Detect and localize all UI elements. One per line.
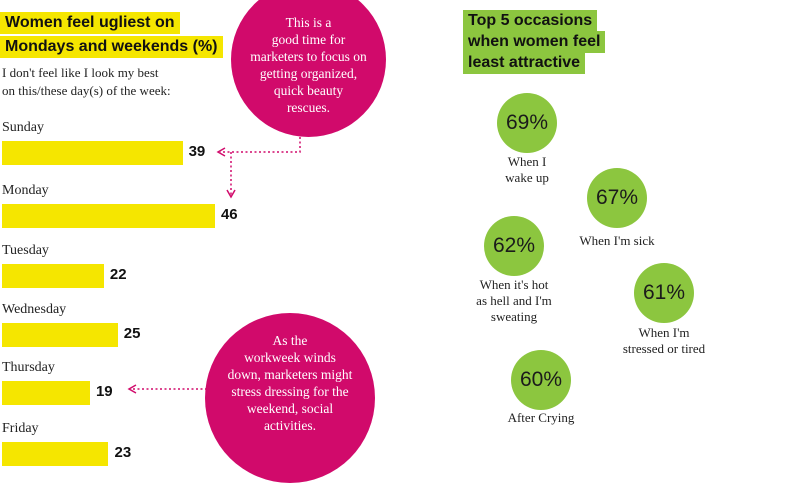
occasion-label-5: After Crying bbox=[441, 410, 641, 426]
bar-tuesday bbox=[2, 264, 104, 288]
bar-sunday bbox=[2, 141, 183, 165]
occasion-label-line: When it's hot bbox=[479, 277, 549, 292]
occasion-label-line: When I bbox=[507, 154, 547, 169]
occasion-circle-1: 69% bbox=[497, 93, 557, 153]
right-chart-title-line2: when women feel bbox=[463, 31, 606, 53]
occasion-label-line: After Crying bbox=[507, 410, 575, 425]
occasion-label-line: sweating bbox=[490, 309, 538, 324]
occasion-circle-5: 60% bbox=[511, 350, 571, 410]
annotation-connectors bbox=[127, 128, 301, 394]
left-chart-title-line1: Women feel ugliest on bbox=[0, 12, 180, 34]
bar-thursday bbox=[2, 381, 90, 405]
occasion-label-line: When I'm bbox=[638, 325, 690, 340]
subtitle-line1: I don't feel like I look my best bbox=[2, 65, 159, 80]
bar-wednesday bbox=[2, 323, 118, 347]
day-label-friday: Friday bbox=[2, 421, 39, 436]
bar-value-monday: 46 bbox=[220, 206, 238, 223]
right-chart-title-line1: Top 5 occasions bbox=[463, 10, 598, 32]
left-chart-title-line2: Mondays and weekends (%) bbox=[0, 36, 223, 58]
bar-value-wednesday: 25 bbox=[123, 325, 141, 342]
arrowhead-thursday bbox=[127, 384, 137, 394]
occasion-label-line: wake up bbox=[505, 170, 549, 185]
bar-value-sunday: 39 bbox=[188, 143, 206, 160]
day-label-thursday: Thursday bbox=[2, 360, 55, 375]
annotation-bubble-top: This is a good time for marketers to foc… bbox=[231, 0, 386, 137]
bar-value-thursday: 19 bbox=[95, 383, 113, 400]
left-chart-subtitle: I don't feel like I look my best on this… bbox=[2, 64, 171, 100]
bar-value-tuesday: 22 bbox=[109, 266, 127, 283]
occasion-label-3: When it's hot as hell and I'm sweating bbox=[414, 277, 614, 325]
arrowhead-monday bbox=[226, 189, 236, 199]
bar-monday bbox=[2, 204, 215, 228]
day-label-monday: Monday bbox=[2, 183, 49, 198]
annotation-top-text: This is a good time for marketers to foc… bbox=[250, 14, 367, 115]
day-label-tuesday: Tuesday bbox=[2, 243, 49, 258]
right-chart-title-line3: least attractive bbox=[463, 52, 586, 74]
occasion-label-2: When I'm sick bbox=[517, 233, 717, 249]
occasion-label-line: When I'm sick bbox=[579, 233, 655, 248]
day-label-sunday: Sunday bbox=[2, 120, 44, 135]
occasion-label-line: stressed or tired bbox=[622, 341, 706, 356]
occasion-circle-3: 62% bbox=[484, 216, 544, 276]
day-label-wednesday: Wednesday bbox=[2, 302, 67, 317]
arrowhead-sunday bbox=[216, 147, 226, 157]
occasion-circle-2: 67% bbox=[587, 168, 647, 228]
occasion-circle-4: 61% bbox=[634, 263, 694, 323]
subtitle-line2: on this/these day(s) of the week: bbox=[2, 83, 171, 98]
annotation-bottom-text: As the workweek winds down, marketers mi… bbox=[227, 333, 353, 433]
occasion-label-line: as hell and I'm bbox=[476, 293, 552, 308]
occasion-label-4: When I'm stressed or tired bbox=[564, 325, 764, 357]
connector-top-to-sunday bbox=[220, 128, 301, 153]
